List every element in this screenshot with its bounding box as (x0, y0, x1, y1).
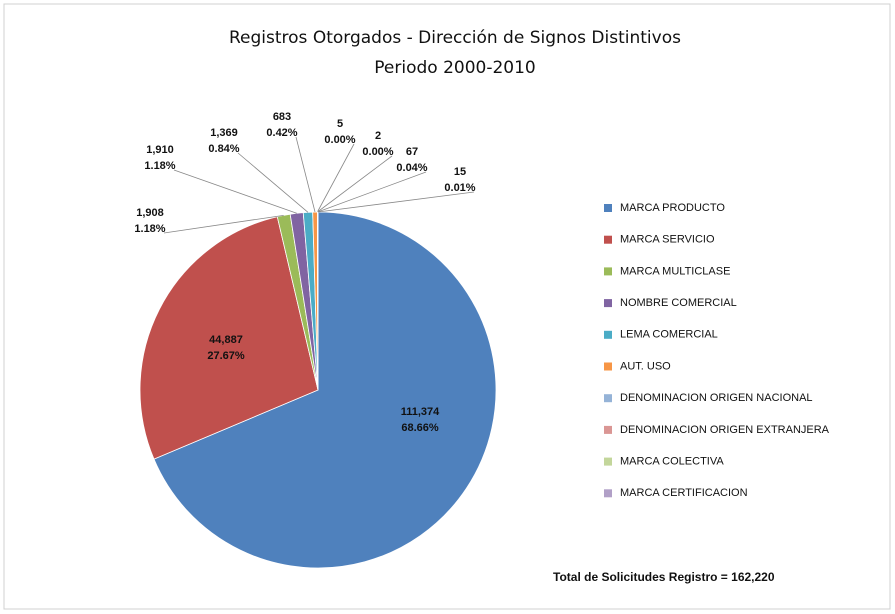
chart-title: Registros Otorgados - Dirección de Signo… (229, 28, 681, 48)
data-label: 683 (273, 111, 291, 123)
percent-label: 1.18% (144, 160, 175, 172)
data-label: 5 (337, 118, 343, 130)
percent-label: 0.00% (324, 134, 355, 146)
chart-subtitle: Periodo 2000-2010 (374, 58, 535, 78)
data-label: 67 (406, 146, 418, 158)
leader-line (317, 171, 427, 213)
legend-swatch (604, 330, 612, 339)
legend-label: DENOMINACION ORIGEN EXTRANJERA (620, 424, 830, 436)
data-label: 44,887 (209, 334, 243, 346)
legend-label: MARCA MULTICLASE (620, 265, 730, 277)
data-label: 1,910 (146, 144, 174, 156)
pie-slice (139, 216, 319, 460)
leader-line (237, 152, 309, 213)
leader-line (317, 143, 355, 213)
percent-label: 68.66% (401, 422, 439, 434)
legend-swatch (604, 362, 612, 371)
percent-label: 27.67% (207, 350, 245, 362)
leader-line (317, 155, 393, 213)
legend-swatch (604, 394, 612, 403)
legend-swatch (604, 457, 612, 466)
legend-label: AUT. USO (620, 360, 671, 372)
percent-label: 0.42% (266, 127, 297, 139)
total-note: Total de Solicitudes Registro = 162,220 (553, 570, 775, 584)
pie-slice (153, 211, 497, 569)
leader-line (163, 214, 284, 234)
legend-swatch (604, 235, 612, 244)
legend-swatch (604, 425, 612, 434)
legend-swatch (604, 299, 612, 308)
legend-label: DENOMINACION ORIGEN NACIONAL (620, 392, 813, 404)
legend-label: MARCA CERTIFICACION (620, 487, 748, 499)
legend-label: MARCA SERVICIO (620, 234, 715, 246)
data-label: 111,374 (401, 406, 440, 418)
leader-line (173, 169, 297, 214)
leader-line (295, 136, 316, 213)
legend-label: LEMA COMERCIAL (620, 329, 718, 341)
percent-label: 0.01% (444, 182, 475, 194)
percent-label: 1.18% (134, 223, 165, 235)
percent-label: 0.00% (362, 146, 393, 158)
data-label: 15 (454, 166, 466, 178)
leader-line (317, 191, 475, 213)
legend-label: MARCA PRODUCTO (620, 202, 725, 214)
data-label: 1,369 (210, 127, 238, 139)
legend-label: MARCA COLECTIVA (620, 456, 724, 468)
data-label: 2 (375, 130, 381, 142)
data-label: 1,908 (136, 207, 164, 219)
legend-swatch (604, 204, 612, 212)
legend-label: NOMBRE COMERCIAL (620, 297, 737, 309)
legend-swatch (604, 267, 612, 276)
legend-swatch (604, 489, 612, 498)
percent-label: 0.84% (208, 143, 239, 155)
percent-label: 0.04% (396, 162, 427, 174)
